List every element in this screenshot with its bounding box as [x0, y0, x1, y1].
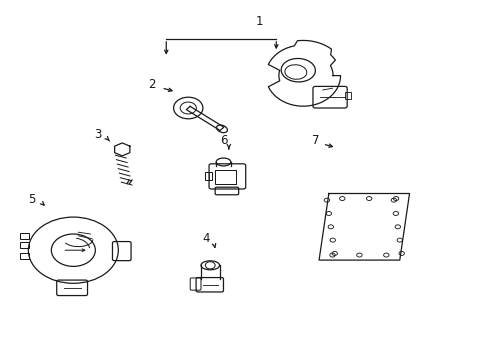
Bar [20, 253, 29, 259]
Bar [215, 170, 236, 184]
Text: 5: 5 [28, 193, 36, 206]
Text: 6: 6 [220, 134, 227, 147]
Text: 3: 3 [94, 129, 102, 141]
Bar [344, 92, 350, 99]
Text: 2: 2 [148, 78, 155, 91]
Bar [20, 233, 29, 239]
Bar [204, 172, 212, 180]
Text: 7: 7 [311, 134, 319, 147]
Bar [20, 242, 29, 248]
Text: 1: 1 [255, 15, 263, 28]
Text: 4: 4 [203, 232, 210, 245]
